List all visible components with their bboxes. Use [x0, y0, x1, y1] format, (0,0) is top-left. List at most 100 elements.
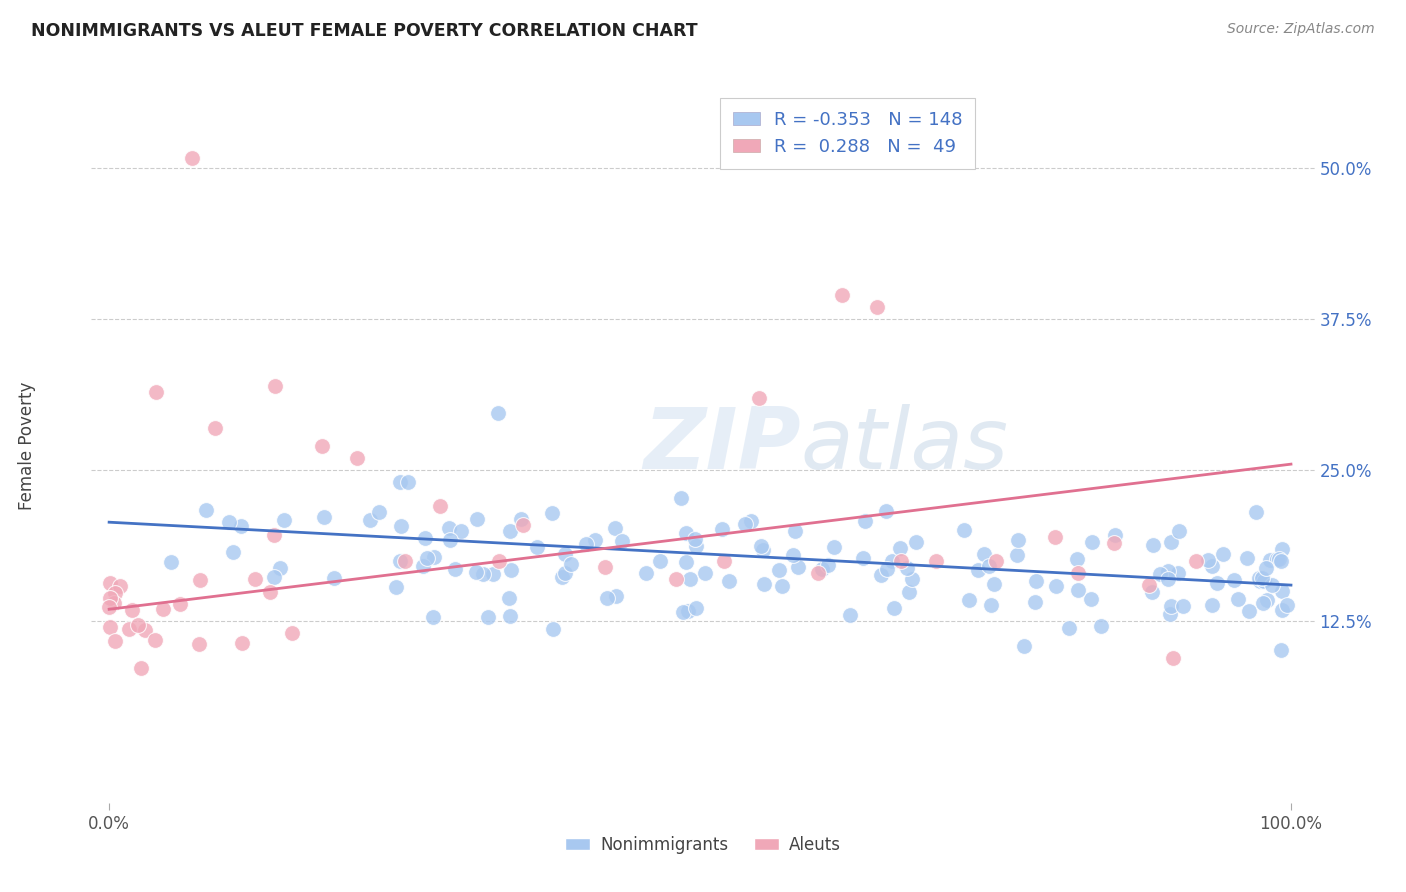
- Point: [509, 511, 531, 525]
- Point: [810, 562, 832, 576]
- Point: [683, 532, 706, 546]
- Point: [900, 572, 922, 586]
- Point: [98, 591, 121, 606]
- Point: [740, 515, 762, 529]
- Point: [488, 554, 510, 568]
- Point: [229, 519, 252, 533]
- Point: [1206, 576, 1229, 591]
- Point: [1157, 572, 1180, 586]
- Point: [396, 475, 419, 489]
- Point: [1201, 598, 1223, 612]
- Point: [160, 555, 183, 569]
- Point: [323, 571, 346, 585]
- Point: [595, 560, 617, 574]
- Point: [1251, 596, 1274, 610]
- Point: [1212, 547, 1234, 561]
- Point: [477, 609, 499, 624]
- Point: [1157, 564, 1180, 578]
- Point: [422, 549, 444, 564]
- Text: ZIP: ZIP: [643, 404, 801, 488]
- Point: [263, 378, 285, 392]
- Point: [575, 537, 598, 551]
- Point: [359, 513, 381, 527]
- Point: [1149, 566, 1171, 581]
- Point: [875, 504, 897, 518]
- Point: [1005, 548, 1028, 562]
- Point: [1137, 578, 1160, 592]
- Point: [983, 576, 1005, 591]
- Point: [1102, 535, 1125, 549]
- Point: [786, 559, 808, 574]
- Point: [429, 500, 451, 514]
- Point: [129, 661, 152, 675]
- Point: [218, 515, 240, 529]
- Point: [314, 510, 336, 524]
- Point: [1275, 599, 1298, 613]
- Point: [966, 563, 988, 577]
- Point: [388, 554, 411, 568]
- Point: [1167, 524, 1189, 538]
- Point: [1045, 579, 1067, 593]
- Point: [1185, 554, 1208, 568]
- Point: [263, 527, 285, 541]
- Point: [1222, 573, 1244, 587]
- Point: [467, 511, 489, 525]
- Point: [1043, 530, 1066, 544]
- Point: [676, 604, 699, 618]
- Point: [1249, 571, 1271, 585]
- Point: [1067, 566, 1090, 580]
- Point: [1261, 578, 1284, 592]
- Point: [1270, 554, 1292, 568]
- Text: Source: ZipAtlas.com: Source: ZipAtlas.com: [1227, 22, 1375, 37]
- Point: [444, 562, 467, 576]
- Point: [612, 533, 634, 548]
- Point: [980, 598, 1002, 612]
- Point: [1025, 574, 1047, 588]
- Point: [385, 580, 408, 594]
- Point: [952, 523, 974, 537]
- Point: [1270, 643, 1292, 657]
- Point: [98, 599, 121, 614]
- Point: [1250, 571, 1272, 585]
- Point: [394, 554, 416, 568]
- Text: NONIMMIGRANTS VS ALEUT FEMALE POVERTY CORRELATION CHART: NONIMMIGRANTS VS ALEUT FEMALE POVERTY CO…: [31, 22, 697, 40]
- Point: [979, 559, 1001, 574]
- Point: [498, 591, 520, 606]
- Point: [243, 572, 266, 586]
- Point: [1160, 534, 1182, 549]
- Point: [263, 569, 285, 583]
- Point: [876, 562, 898, 576]
- Point: [108, 578, 131, 592]
- Point: [752, 576, 775, 591]
- Point: [103, 596, 125, 610]
- Point: [1142, 585, 1164, 599]
- Point: [188, 637, 211, 651]
- Point: [883, 601, 905, 615]
- Point: [388, 475, 411, 489]
- Point: [713, 554, 735, 568]
- Point: [1160, 599, 1182, 613]
- Point: [1066, 551, 1088, 566]
- Point: [672, 605, 695, 619]
- Point: [121, 603, 143, 617]
- Point: [853, 514, 876, 528]
- Point: [118, 623, 141, 637]
- Point: [648, 554, 671, 568]
- Point: [311, 439, 333, 453]
- Y-axis label: Female Poverty: Female Poverty: [18, 382, 35, 510]
- Point: [550, 570, 572, 584]
- Point: [596, 591, 619, 605]
- Point: [1024, 595, 1046, 609]
- Point: [1270, 583, 1292, 598]
- Point: [603, 521, 626, 535]
- Point: [204, 421, 226, 435]
- Point: [685, 601, 707, 615]
- Point: [1236, 551, 1258, 566]
- Point: [770, 579, 793, 593]
- Point: [1012, 639, 1035, 653]
- Point: [889, 541, 911, 555]
- Point: [560, 558, 582, 572]
- Point: [898, 584, 921, 599]
- Point: [890, 554, 912, 568]
- Point: [973, 547, 995, 561]
